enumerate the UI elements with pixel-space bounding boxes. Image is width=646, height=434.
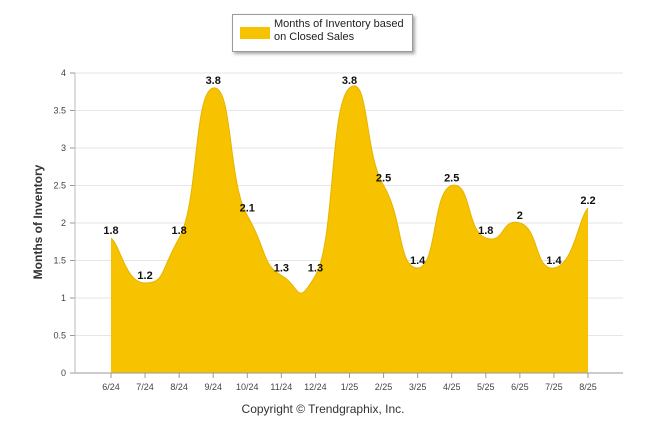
series-line: [110, 85, 589, 294]
y-tick-label: 1: [61, 293, 66, 303]
y-tick-label: 4: [61, 68, 66, 78]
data-labels: 1.8 1.2 1.8 3.8 2.1 1.3 1.3 3.8 2.5 1.4 2.5 1.8 2 1.4…: [103, 75, 595, 282]
data-label: 1.4: [410, 255, 426, 267]
x-tick-label: 12/24: [304, 382, 327, 392]
y-tick-label: 3: [61, 143, 66, 153]
x-tick-labels: 6/24 7/24 8/24 9/24 10/24 11/24 12/24 1/25 2/25 3…: [102, 382, 597, 392]
x-tick-label: 2/25: [375, 382, 393, 392]
x-tick-label: 10/24: [236, 382, 259, 392]
data-label: 1.8: [171, 225, 186, 237]
copyright-text: Copyright © Trendgraphix, Inc.: [241, 402, 405, 416]
data-label: 2.5: [444, 173, 459, 185]
y-tick-label: 0: [61, 368, 66, 378]
x-tick-label: 5/25: [477, 382, 495, 392]
y-tick-label: 1.5: [53, 256, 66, 266]
data-label: 3.8: [342, 75, 357, 87]
x-tick-label: 6/24: [102, 382, 120, 392]
x-tick-label: 9/24: [204, 382, 222, 392]
x-tick-label: 3/25: [409, 382, 427, 392]
y-tick-label: 2.5: [53, 181, 66, 191]
x-tick-label: 6/25: [511, 382, 529, 392]
x-tick-label: 8/25: [579, 382, 597, 392]
y-tick-label: 2: [61, 218, 66, 228]
x-tick-label: 4/25: [443, 382, 461, 392]
data-label: 1.8: [478, 225, 493, 237]
data-label: 1.4: [546, 255, 562, 267]
x-tick-label: 8/24: [170, 382, 188, 392]
x-tick-label: 7/25: [545, 382, 563, 392]
data-label: 1.3: [274, 263, 289, 275]
data-label: 2.1: [240, 203, 255, 215]
chart-legend: Months of Inventory based on Closed Sale…: [232, 14, 413, 52]
x-tick-label: 1/25: [341, 382, 359, 392]
series-area-fill: [111, 85, 588, 374]
data-label: 1.2: [137, 270, 152, 282]
data-label: 2.2: [580, 195, 595, 207]
y-tick-labels: 0 0.5 1 1.5 2 2.5 3 3.5 4: [53, 68, 66, 378]
y-axis-title: Months of Inventory: [31, 164, 45, 279]
data-label: 1.3: [308, 263, 323, 275]
legend-label: Months of Inventory based on Closed Sale…: [274, 18, 404, 43]
data-label: 2: [517, 210, 523, 222]
legend-swatch: [240, 27, 270, 39]
y-tick-label: 3.5: [53, 106, 66, 116]
data-label: 1.8: [103, 225, 118, 237]
data-label: 3.8: [206, 75, 221, 87]
x-tick-label: 11/24: [270, 382, 292, 392]
series-area: [110, 85, 589, 374]
x-tick-label: 7/24: [136, 382, 154, 392]
axes: [74, 73, 623, 378]
y-tick-label: 0.5: [53, 331, 66, 341]
data-label: 2.5: [376, 173, 391, 185]
